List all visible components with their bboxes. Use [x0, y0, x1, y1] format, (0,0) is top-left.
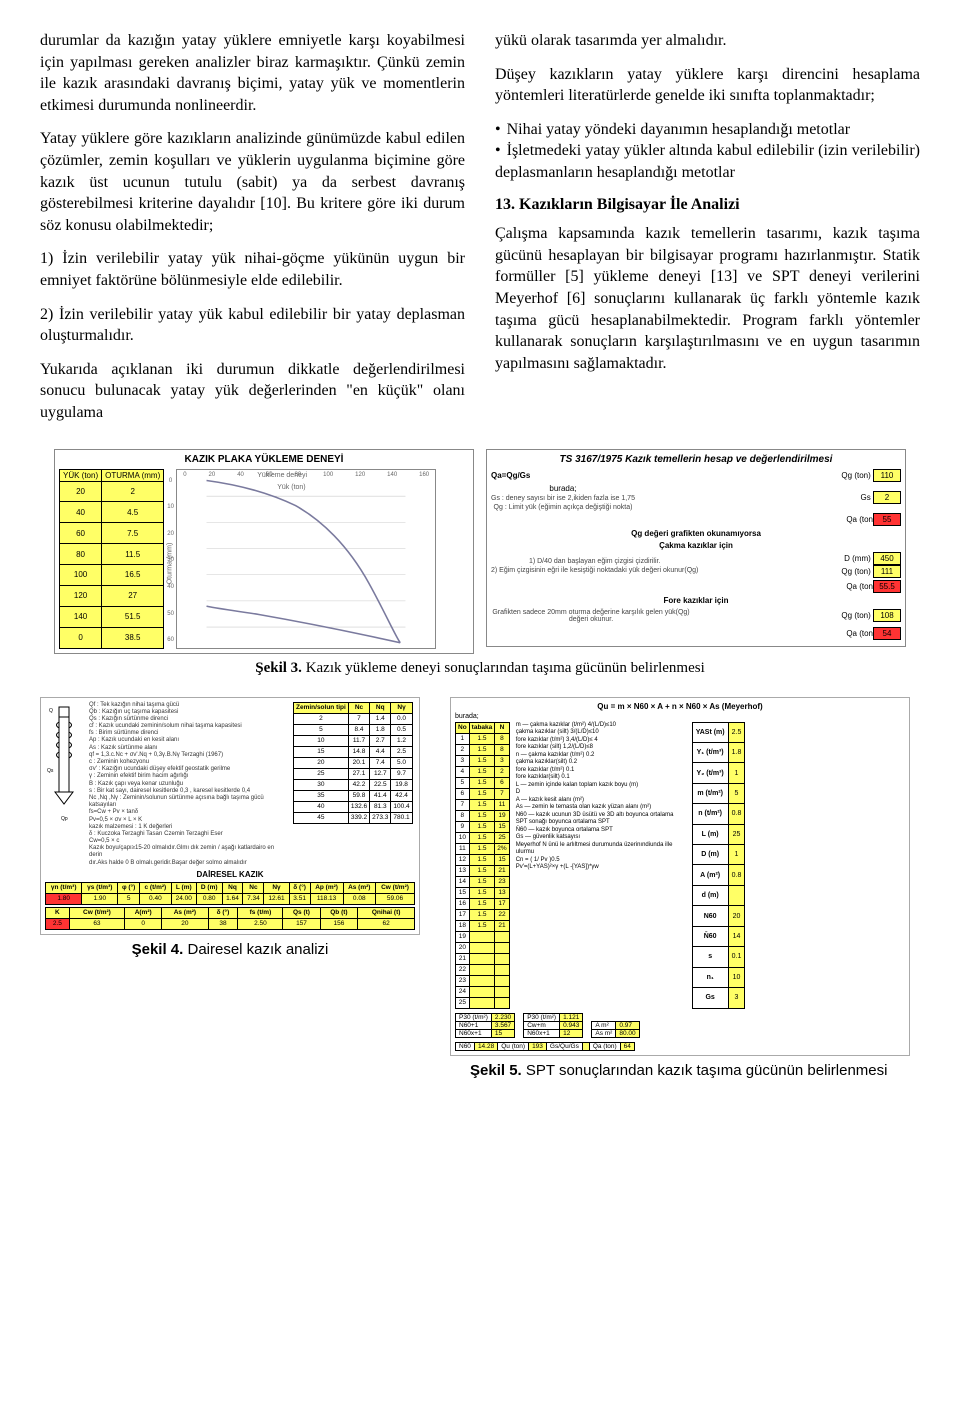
foot-right: A m²0.97As m²80.00 [591, 1021, 639, 1038]
fig3-left-title: KAZIK PLAKA YÜKLEME DENEYİ [59, 454, 469, 465]
qa-eq: Qa=Qg/Gs [491, 471, 530, 480]
para: Çalışma kapsamında kazık temellerin tasa… [495, 223, 920, 374]
load-settlement-chart: Yükleme deneyi Yük (ton) Oturma (mm) 020… [176, 469, 436, 649]
para: Yatay yüklere göre kazıkların analizinde… [40, 128, 465, 236]
yuk-oturma-table: YÜK (ton) OTURMA (mm) 202404.5607.58011.… [59, 469, 164, 649]
zemin-body: 271.40.058.41.80.51011.72.71.21514.84.42… [294, 713, 413, 823]
zemin-table: Zemin/solun tipiNcNqNγ 271.40.058.41.80.… [293, 702, 413, 824]
figure-5: Qu = m × N60 × A + n × N60 × As (Meyerho… [450, 697, 910, 1079]
spt-head: NotabakaN [456, 722, 510, 733]
fig4-notes: Qf : Tek kazığın nihai taşıma gücüQb : K… [89, 702, 289, 867]
spt-body: 11.5821.5831.5341.5251.5661.5771.51181.5… [456, 733, 510, 1008]
para: durumlar da kazığın yatay yüklere emniye… [40, 30, 465, 116]
bullet: Nihai yatay yöndeki dayanımın hesaplandı… [495, 119, 920, 141]
figure-3: KAZIK PLAKA YÜKLEME DENEYİ YÜK (ton) OTU… [40, 449, 920, 677]
x-ticks: 020406080100120140160 [177, 472, 435, 478]
foot-mid: P30 (t/m²)1.121Cw+m0.943N60x+112 [523, 1013, 583, 1038]
para: 1) İzin verilebilir yatay yük nihai-göçm… [40, 248, 465, 291]
fig3-right-title: TS 3167/1975 Kazık temellerin hesap ve d… [491, 454, 901, 465]
zemin-head: Zemin/solun tipiNcNqNγ [294, 702, 413, 713]
svg-text:Q: Q [49, 708, 53, 714]
b2-head: KCw (t/m²)A(m²)As (m²)δ (°)fs (t/m)Qs (t… [46, 907, 415, 918]
fig4-caption: Şekil 4. Dairesel kazık analizi [40, 941, 420, 958]
fig4-bottom1: γn (t/m³)γs (t/m³)φ (°)c (t/m²)L (m)D (m… [45, 882, 415, 905]
b1-head: γn (t/m³)γs (t/m³)φ (°)c (t/m²)L (m)D (m… [46, 882, 415, 893]
b1-row: 1.801.9050.4024.000.801.647.3412.613.511… [46, 893, 415, 904]
fig5-caption: Şekil 5. SPT sonuçlarından kazık taşıma … [450, 1062, 910, 1079]
spt-table: NotabakaN 11.5821.5831.5341.5251.5661.57… [455, 722, 510, 1009]
para: Düşey kazıkların yatay yüklere karşı dir… [495, 64, 920, 107]
fig5-notes: m — çakma kazıklar (t/m²) 4/(L/D)≤10çakm… [516, 722, 686, 1009]
foot-bottom: N6014.28Qu (ton)193Gs/Qu/GsQa (ton)64 [455, 1042, 635, 1051]
buradaki: burada; [549, 484, 576, 493]
figure-4: Q Qs Qp Qf : Tek kazığın nihai taşıma gü… [40, 697, 420, 958]
section-heading: 13. Kazıkların Bilgisayar İle Analizi [495, 194, 920, 216]
b2-row: 2.563020382.5015715662 [46, 918, 415, 929]
bullet: İşletmedeki yatay yükler altında kabul e… [495, 140, 920, 183]
body-text: durumlar da kazığın yatay yüklere emniye… [40, 30, 920, 424]
svg-text:Qs: Qs [47, 768, 54, 774]
foot-left: P30 (t/m²)2.230N60+13.567N60x+115 [455, 1013, 515, 1038]
para: 2) İzin verilebilir yatay yük kabul edil… [40, 304, 465, 347]
y-ticks: 0102030405060 [167, 478, 174, 644]
th: YÜK (ton) [60, 469, 102, 481]
th: OTURMA (mm) [102, 469, 164, 481]
yuk-tbody: 202404.5607.58011.510016.51202714051.503… [60, 481, 164, 648]
fig4-bottom2: KCw (t/m²)A(m²)As (m²)δ (°)fs (t/m)Qs (t… [45, 907, 415, 930]
svg-text:Qp: Qp [61, 816, 68, 822]
para: Yukarıda açıklanan iki durumun dikkatle … [40, 359, 465, 424]
side-vals: YASt (m)2.5Y₁ (t/m³)1.8Y₂ (t/m³)1m (t/m²… [692, 722, 746, 1009]
para: yükü olarak tasarımda yer almalıdır. [495, 30, 920, 52]
foot-tabs: P30 (t/m²)2.230N60+13.567N60x+115 P30 (t… [455, 1013, 905, 1038]
fig3-caption: Şekil 3. Kazık yükleme deneyi sonuçların… [40, 660, 920, 677]
